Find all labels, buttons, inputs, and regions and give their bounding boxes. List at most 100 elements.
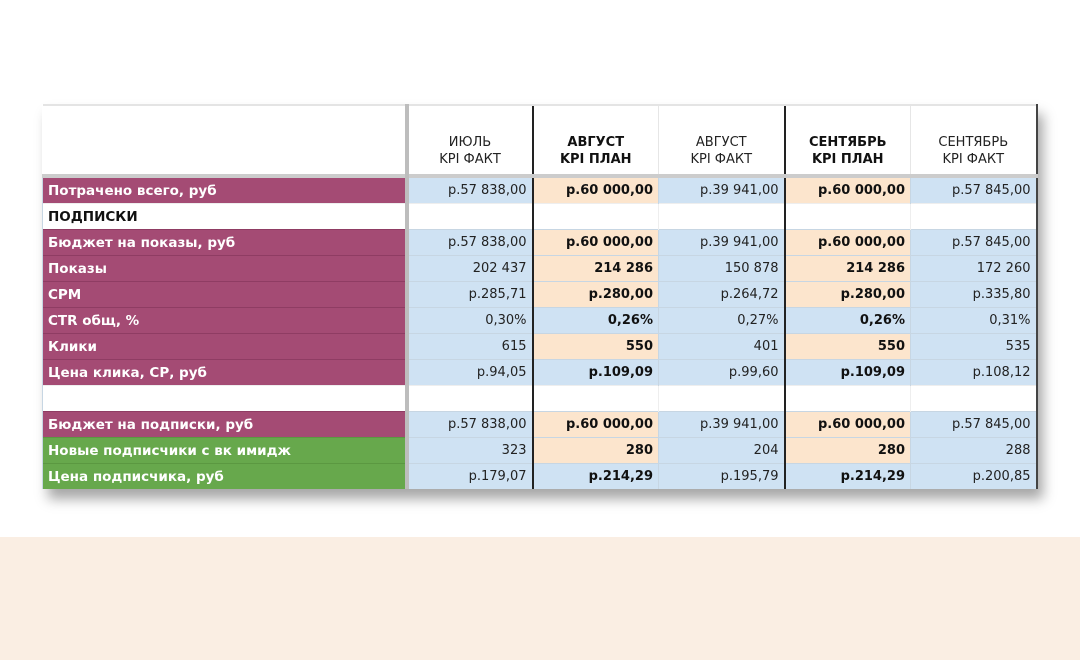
- column-header-month: АВГУСТ: [695, 135, 747, 150]
- row-label[interactable]: Цена клика, СР, руб: [42, 359, 407, 386]
- value-cell[interactable]: 288: [910, 437, 1038, 464]
- value-cell[interactable]: р.60 000,00: [783, 411, 911, 438]
- value-cell[interactable]: р.94,05: [404, 359, 533, 386]
- table-row: Показы 202 437 214 286 150 878 214 286 172 26…: [42, 255, 1038, 282]
- value-cell[interactable]: 280: [783, 437, 911, 464]
- value-cell[interactable]: 615: [404, 333, 533, 360]
- value-cell[interactable]: р.60 000,00: [531, 175, 659, 204]
- value-cell[interactable]: р.280,00: [783, 281, 911, 308]
- column-header-month: ИЮЛЬ: [448, 135, 492, 150]
- value-cell[interactable]: 0,31%: [910, 307, 1038, 334]
- value-cell[interactable]: р.57 838,00: [404, 175, 533, 204]
- value-cell[interactable]: 323: [404, 437, 533, 464]
- value-cell[interactable]: р.60 000,00: [783, 175, 911, 204]
- column-header-kpi-type: KPI ФАКТ: [942, 152, 1005, 167]
- column-header[interactable]: АВГУСТ KPI ПЛАН: [531, 104, 659, 176]
- value-cell[interactable]: [658, 203, 785, 230]
- column-header[interactable]: СЕНТЯБРЬ KPI ПЛАН: [783, 104, 911, 176]
- value-cell[interactable]: р.99,60: [658, 359, 785, 386]
- column-header-kpi-type: KPI ПЛАН: [559, 152, 632, 167]
- value-cell[interactable]: р.39 941,00: [658, 411, 785, 438]
- value-cell[interactable]: [910, 385, 1038, 412]
- row-label[interactable]: CPM: [42, 281, 407, 308]
- value-cell[interactable]: р.60 000,00: [531, 411, 659, 438]
- row-label[interactable]: [42, 385, 407, 412]
- table-row: Цена подписчика, руб р.179,07 р.214,29 р.19…: [42, 463, 1038, 489]
- table-row: Клики 615 550 401 550 535: [42, 333, 1038, 360]
- value-cell[interactable]: [531, 203, 659, 230]
- value-cell[interactable]: р.280,00: [531, 281, 659, 308]
- footer-band: [0, 537, 1080, 660]
- value-cell[interactable]: [404, 385, 533, 412]
- value-cell[interactable]: р.60 000,00: [531, 229, 659, 256]
- value-cell[interactable]: [783, 385, 911, 412]
- column-header[interactable]: ИЮЛЬ KPI ФАКТ: [404, 104, 533, 176]
- value-cell[interactable]: 172 260: [910, 255, 1038, 282]
- value-cell[interactable]: 535: [910, 333, 1038, 360]
- table-row: ПОДПИСКИ: [42, 203, 1038, 230]
- value-cell[interactable]: р.57 845,00: [910, 175, 1038, 204]
- value-cell[interactable]: [910, 203, 1038, 230]
- table-row: CPM р.285,71 р.280,00 р.264,72 р.280,00 р.335…: [42, 281, 1038, 308]
- value-cell[interactable]: 401: [658, 333, 785, 360]
- column-header-kpi-type: KPI ФАКТ: [439, 152, 501, 167]
- value-cell[interactable]: 150 878: [658, 255, 785, 282]
- value-cell[interactable]: р.109,09: [531, 359, 659, 386]
- value-cell[interactable]: [783, 203, 911, 230]
- value-cell[interactable]: р.39 941,00: [658, 175, 785, 204]
- value-cell[interactable]: р.195,79: [658, 463, 785, 489]
- table-row: Новые подписчики с вк имидж 323 280 204 280 2…: [42, 437, 1038, 464]
- table-body: Потрачено всего, руб р.57 838,00 р.60 000,…: [42, 175, 1038, 489]
- kpi-table-card: ИЮЛЬ KPI ФАКТ АВГУСТ KPI ПЛАН АВГУСТ KPI ФАКТ…: [42, 104, 1038, 489]
- value-cell[interactable]: р.214,29: [531, 463, 659, 489]
- header-corner: [42, 104, 407, 176]
- column-header-month: АВГУСТ: [567, 135, 625, 150]
- row-label[interactable]: Цена подписчика, руб: [42, 463, 407, 489]
- value-cell[interactable]: 280: [531, 437, 659, 464]
- value-cell[interactable]: р.57 838,00: [404, 411, 533, 438]
- value-cell[interactable]: р.60 000,00: [783, 229, 911, 256]
- value-cell[interactable]: р.214,29: [783, 463, 911, 489]
- value-cell[interactable]: р.285,71: [404, 281, 533, 308]
- value-cell[interactable]: 550: [531, 333, 659, 360]
- value-cell[interactable]: р.57 845,00: [910, 229, 1038, 256]
- row-label[interactable]: Бюджет на подписки, руб: [42, 411, 407, 438]
- value-cell[interactable]: 0,27%: [658, 307, 785, 334]
- column-header[interactable]: АВГУСТ KPI ФАКТ: [658, 104, 785, 176]
- column-header-month: СЕНТЯБРЬ: [938, 135, 1009, 150]
- value-cell[interactable]: 214 286: [783, 255, 911, 282]
- value-cell[interactable]: 204: [658, 437, 785, 464]
- value-cell[interactable]: [531, 385, 659, 412]
- row-label[interactable]: Бюджет на показы, руб: [42, 229, 407, 256]
- value-cell[interactable]: 550: [783, 333, 911, 360]
- value-cell[interactable]: р.39 941,00: [658, 229, 785, 256]
- table-row: Бюджет на показы, руб р.57 838,00 р.60 000…: [42, 229, 1038, 256]
- kpi-table: ИЮЛЬ KPI ФАКТ АВГУСТ KPI ПЛАН АВГУСТ KPI ФАКТ…: [42, 104, 1038, 489]
- value-cell[interactable]: 202 437: [404, 255, 533, 282]
- value-cell[interactable]: р.264,72: [658, 281, 785, 308]
- column-header[interactable]: СЕНТЯБРЬ KPI ФАКТ: [910, 104, 1038, 176]
- table-row: Цена клика, СР, руб р.94,05 р.109,09 р.99,6…: [42, 359, 1038, 386]
- row-label[interactable]: Новые подписчики с вк имидж: [42, 437, 407, 464]
- value-cell[interactable]: 0,26%: [531, 307, 659, 334]
- value-cell[interactable]: [658, 385, 785, 412]
- value-cell[interactable]: 0,26%: [783, 307, 911, 334]
- value-cell[interactable]: [404, 203, 533, 230]
- column-header-kpi-type: KPI ПЛАН: [811, 152, 884, 167]
- value-cell[interactable]: р.335,80: [910, 281, 1038, 308]
- row-label[interactable]: Клики: [42, 333, 407, 360]
- value-cell[interactable]: р.179,07: [404, 463, 533, 489]
- value-cell[interactable]: р.108,12: [910, 359, 1038, 386]
- row-label[interactable]: CTR общ, %: [42, 307, 407, 334]
- section-header-label[interactable]: ПОДПИСКИ: [42, 203, 407, 230]
- value-cell[interactable]: р.57 838,00: [404, 229, 533, 256]
- row-label[interactable]: Показы: [42, 255, 407, 282]
- value-cell[interactable]: 214 286: [531, 255, 659, 282]
- value-cell[interactable]: р.57 845,00: [910, 411, 1038, 438]
- value-cell[interactable]: р.109,09: [783, 359, 911, 386]
- value-cell[interactable]: 0,30%: [404, 307, 533, 334]
- value-cell[interactable]: р.200,85: [910, 463, 1038, 489]
- table-row: [42, 385, 1038, 412]
- row-label[interactable]: Потрачено всего, руб: [42, 175, 407, 204]
- table-row: Потрачено всего, руб р.57 838,00 р.60 000,…: [42, 175, 1038, 204]
